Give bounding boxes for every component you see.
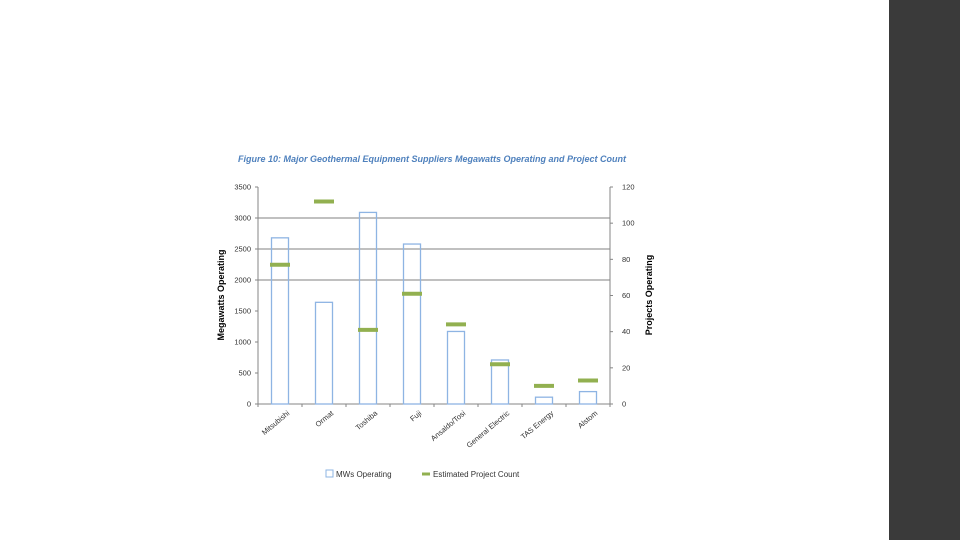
y-tick-label: 2000: [234, 276, 251, 285]
y2-tick-label: 60: [622, 291, 630, 300]
bar-mws-operating: [490, 359, 510, 405]
x-tick-label: TAS Energy: [519, 408, 556, 441]
x-tick-label: Toshiba: [354, 408, 380, 432]
y2-tick-label: 0: [622, 400, 626, 409]
legend: MWs Operating Estimated Project Count: [325, 469, 520, 479]
y-tick-label: 1000: [234, 338, 251, 347]
bar-mws-operating: [534, 396, 554, 405]
chart-title: Figure 10: Major Geothermal Equipment Su…: [238, 154, 627, 164]
x-tick-label: Ormat: [314, 408, 336, 429]
bar-mws-operating: [446, 330, 466, 405]
y-tick-label: 0: [247, 400, 251, 409]
y2-axis-label: Projects Operating: [644, 255, 654, 336]
y2-tick-label: 100: [622, 219, 635, 228]
y-axis-label: Megawatts Operating: [216, 249, 226, 340]
bar-mws-operating: [402, 243, 422, 405]
x-tick-label: General Electric: [465, 408, 512, 449]
x-tick-label: Mitsubishi: [260, 408, 292, 437]
y2-tick-label: 80: [622, 255, 630, 264]
y-tick-label: 500: [238, 369, 251, 378]
x-tick-label: Alstom: [576, 409, 599, 431]
y-tick-label: 3500: [234, 183, 251, 192]
bar-mws-operating: [270, 237, 290, 405]
y2-tick-label: 40: [622, 327, 630, 336]
y2-tick-label: 120: [622, 183, 635, 192]
x-tick-label: Ansaldo/Tosi: [429, 408, 468, 442]
y-tick-label: 2500: [234, 245, 251, 254]
legend-label-project-count: Estimated Project Count: [433, 470, 520, 479]
y2-tick-label: 20: [622, 363, 630, 372]
bar-mws-operating: [358, 211, 378, 405]
bar-mws-operating: [314, 301, 334, 405]
bar-mws-operating: [578, 390, 598, 405]
y-tick-label: 3000: [234, 214, 251, 223]
chart: Figure 10: Major Geothermal Equipment Su…: [216, 154, 654, 479]
slide-side-bar: [889, 0, 960, 540]
legend-swatch-mws: [325, 469, 334, 478]
legend-label-mws: MWs Operating: [336, 470, 392, 479]
y-tick-label: 1500: [234, 307, 251, 316]
x-tick-label: Fuji: [408, 408, 423, 423]
